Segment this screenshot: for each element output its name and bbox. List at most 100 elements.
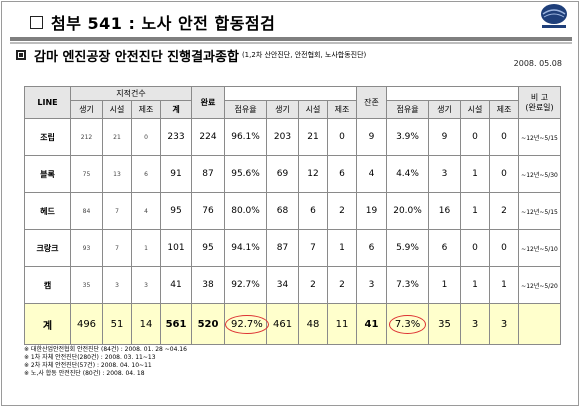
header-done-sub: 제조 — [327, 100, 358, 119]
cell: 1 — [131, 229, 161, 267]
results-table: LINE 지적건수 완료 잔존 비 고 (완료일) 생기 시설 제조 계 점유율… — [24, 86, 562, 345]
total-line: 계 — [24, 303, 71, 345]
header-found-sub: 생기 — [70, 100, 103, 119]
cell: 80.0% — [224, 192, 268, 230]
cell: 1 — [460, 266, 491, 304]
header-found-sub: 제조 — [131, 100, 161, 119]
header-done-sub: 점유율 — [224, 100, 268, 119]
cell: 7 — [102, 229, 132, 267]
footnote: ※ 2차 자체 안전진단(57건) : 2008. 04. 10~11 — [24, 362, 152, 369]
cell: 4.4% — [386, 155, 430, 193]
header-done-group-blank — [224, 86, 358, 101]
footnote: ※ 1차 자체 안전진단(280건) : 2008. 03. 11~13 — [24, 354, 156, 361]
cell: 2 — [489, 192, 520, 230]
header-done-total: 완료 — [191, 86, 226, 119]
header-found-group: 지적건수 — [69, 86, 193, 101]
header-line: LINE — [24, 86, 71, 119]
title-row: 첨부 541 : 노사 안전 합동점검 — [10, 8, 572, 36]
cell: 69 — [266, 155, 300, 193]
cell: 35 — [70, 266, 103, 304]
cell: 5.9% — [386, 229, 430, 267]
cell: 20.0% — [386, 192, 430, 230]
cell: 2 — [327, 192, 358, 230]
cell: 4 — [356, 155, 388, 193]
report-date: 2008. 05.08 — [513, 59, 562, 68]
cell: 95 — [191, 229, 226, 267]
cell-remark: ~12년~5/15 — [518, 118, 562, 156]
row-line: 블록 — [24, 155, 71, 193]
cell: 96.1% — [224, 118, 268, 156]
cell: 7 — [102, 192, 132, 230]
cell-highlight: 7.3% — [386, 303, 430, 345]
cell: 0 — [489, 229, 520, 267]
cell: 6 — [327, 155, 358, 193]
cell: 224 — [191, 118, 226, 156]
cell: 41 — [356, 303, 388, 345]
cell: 561 — [159, 303, 193, 345]
cell: 6 — [428, 229, 462, 267]
table-row: 크랑크 93 7 1 101 95 94.1% 87 7 1 6 5.9% 6 … — [24, 229, 562, 267]
cell: 1 — [489, 266, 520, 304]
cell: 48 — [298, 303, 329, 345]
cell: 95.6% — [224, 155, 268, 193]
cell: 21 — [298, 118, 329, 156]
cell: 14 — [131, 303, 161, 345]
cell: 3.9% — [386, 118, 430, 156]
header-remaining-sub: 점유율 — [386, 100, 430, 119]
cell: 87 — [191, 155, 226, 193]
row-line: 헤드 — [24, 192, 71, 230]
cell: 16 — [428, 192, 462, 230]
cell: 95 — [159, 192, 193, 230]
cell: 35 — [428, 303, 462, 345]
cell: 6 — [356, 229, 388, 267]
title-divider-light — [10, 42, 572, 44]
header-remaining-sub: 시설 — [460, 100, 491, 119]
cell: 3 — [102, 266, 132, 304]
cell: 75 — [70, 155, 103, 193]
cell: 212 — [70, 118, 103, 156]
cell: 91 — [159, 155, 193, 193]
cell: 3 — [428, 155, 462, 193]
cell: 51 — [102, 303, 132, 345]
cell: 0 — [489, 155, 520, 193]
cell: 1 — [460, 192, 491, 230]
cell: 92.7% — [224, 266, 268, 304]
header-remaining-sub: 제조 — [489, 100, 520, 119]
cell: 1 — [327, 229, 358, 267]
table-row: 캠 35 3 3 41 38 92.7% 34 2 2 3 7.3% 1 1 1… — [24, 266, 562, 304]
subheader: 감마 엔진공장 안전진단 진행결과종합 (1,2차 산안진단, 안전협회, 노사… — [16, 44, 366, 66]
cell: 19 — [356, 192, 388, 230]
cell: 2 — [298, 266, 329, 304]
subheader-title: 감마 엔진공장 안전진단 진행결과종합 — [34, 49, 239, 65]
cell: 0 — [327, 118, 358, 156]
subheader-note: (1,2차 산안진단, 안전협회, 노사합동진단) — [241, 51, 367, 59]
company-logo-icon — [541, 4, 567, 28]
cell: 6 — [131, 155, 161, 193]
table-row: 헤드 84 7 4 95 76 80.0% 68 6 2 19 20.0% 16… — [24, 192, 562, 230]
highlight-circle: 92.7% — [225, 314, 269, 334]
cell: 76 — [191, 192, 226, 230]
footnote: ※ 대한산업안전협회 안전진단 (84건) : 2008. 01. 28 ~04… — [24, 346, 187, 353]
header-remaining-group-blank — [386, 86, 520, 101]
cell: 12 — [298, 155, 329, 193]
cell: 93 — [70, 229, 103, 267]
cell-remark: ~12년~5/10 — [518, 229, 562, 267]
cell: 3 — [356, 266, 388, 304]
cell: 9 — [428, 118, 462, 156]
header-found-sub: 시설 — [102, 100, 132, 119]
cell: 94.1% — [224, 229, 268, 267]
footnote: ※ 노,사 합동 안전진단 (80건) : 2008. 04. 18 — [24, 370, 145, 377]
cell: 84 — [70, 192, 103, 230]
cell: 496 — [70, 303, 103, 345]
cell: 2 — [327, 266, 358, 304]
cell: 68 — [266, 192, 300, 230]
cell: 461 — [266, 303, 300, 345]
cell: 34 — [266, 266, 300, 304]
table-row: 조립 212 21 0 233 224 96.1% 203 21 0 9 3.9… — [24, 118, 562, 156]
table-row-total: 계 496 51 14 561 520 92.7% 461 48 11 41 7… — [24, 303, 562, 345]
cell: 6 — [298, 192, 329, 230]
bullet-square-icon — [16, 50, 26, 60]
cell: 87 — [266, 229, 300, 267]
cell: 3 — [489, 303, 520, 345]
cell: 41 — [159, 266, 193, 304]
